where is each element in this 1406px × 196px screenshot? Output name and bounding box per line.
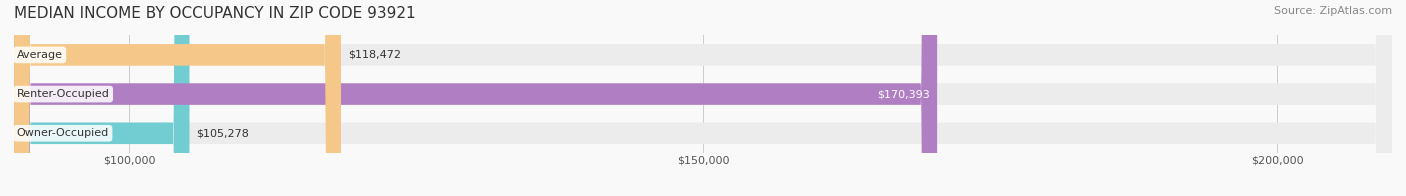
FancyBboxPatch shape <box>14 0 938 196</box>
Text: Owner-Occupied: Owner-Occupied <box>17 128 110 138</box>
Text: $118,472: $118,472 <box>347 50 401 60</box>
Text: Renter-Occupied: Renter-Occupied <box>17 89 110 99</box>
FancyBboxPatch shape <box>14 0 1392 196</box>
FancyBboxPatch shape <box>14 0 1392 196</box>
FancyBboxPatch shape <box>14 0 190 196</box>
Text: $170,393: $170,393 <box>877 89 931 99</box>
Text: Source: ZipAtlas.com: Source: ZipAtlas.com <box>1274 6 1392 16</box>
Text: Average: Average <box>17 50 63 60</box>
FancyBboxPatch shape <box>14 0 342 196</box>
Text: MEDIAN INCOME BY OCCUPANCY IN ZIP CODE 93921: MEDIAN INCOME BY OCCUPANCY IN ZIP CODE 9… <box>14 6 416 21</box>
Text: $105,278: $105,278 <box>197 128 249 138</box>
FancyBboxPatch shape <box>14 0 1392 196</box>
